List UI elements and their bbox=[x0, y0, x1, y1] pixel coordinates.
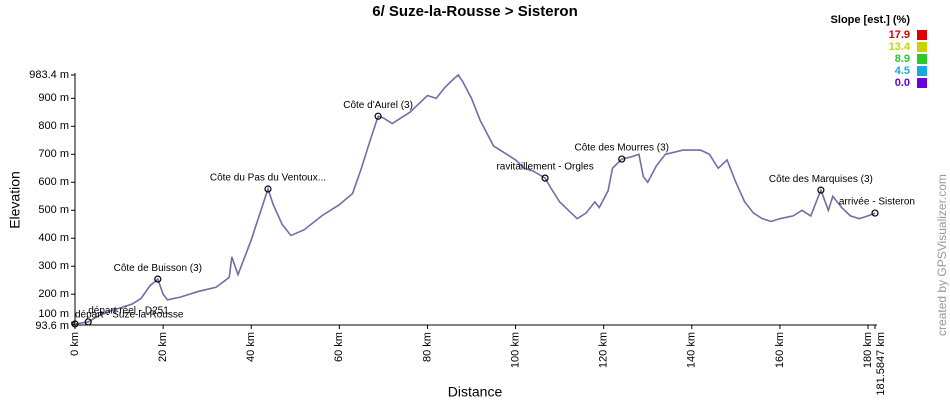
x-tick-label: 181.5847 km bbox=[875, 332, 887, 396]
legend-swatch bbox=[917, 66, 927, 76]
legend-swatch bbox=[917, 78, 927, 88]
waypoint bbox=[817, 186, 825, 194]
y-tick-label: 200 m bbox=[38, 288, 69, 300]
waypoint bbox=[154, 275, 162, 283]
x-tick-label: 120 km bbox=[598, 332, 610, 368]
waypoint-label: arrivée - Sisteron bbox=[839, 197, 915, 208]
watermark: created by GPSVisualizer.com bbox=[935, 174, 949, 336]
waypoint bbox=[871, 209, 879, 217]
y-tick-label: 600 m bbox=[38, 176, 69, 188]
waypoint-label: Côte d'Aurel (3) bbox=[343, 100, 413, 111]
waypoint-label: départ réel - D251 bbox=[88, 306, 169, 317]
y-tick-label: 900 m bbox=[38, 92, 69, 104]
waypoint-label: Côte des Marquises (3) bbox=[769, 174, 873, 185]
x-tick-label: 40 km bbox=[245, 332, 257, 362]
y-tick-label: 800 m bbox=[38, 120, 69, 132]
y-tick-label: 983.4 m bbox=[29, 69, 69, 81]
legend-value: 8.9 bbox=[895, 53, 910, 65]
waypoint bbox=[541, 174, 549, 182]
x-tick-label: 160 km bbox=[774, 332, 786, 368]
waypoint-label: Côte des Mourres (3) bbox=[574, 143, 668, 154]
y-tick-label: 100 m bbox=[38, 308, 69, 320]
legend-value: 4.5 bbox=[895, 65, 910, 77]
x-tick-label: 20 km bbox=[157, 332, 169, 362]
elevation-line bbox=[74, 73, 876, 325]
x-tick-label: 60 km bbox=[333, 332, 345, 362]
waypoint bbox=[84, 318, 92, 326]
chart-title: 6/ Suze-la-Rousse > Sisteron bbox=[372, 3, 577, 20]
y-tick-label: 93.6 m bbox=[35, 320, 69, 332]
y-tick-label: 500 m bbox=[38, 204, 69, 216]
x-tick-label: 80 km bbox=[421, 332, 433, 362]
legend-title: Slope [est.] (%) bbox=[831, 14, 911, 26]
waypoint bbox=[71, 320, 79, 328]
y-axis-label: Elevation bbox=[7, 171, 23, 229]
y-tick-label: 400 m bbox=[38, 232, 69, 244]
legend-value: 13.4 bbox=[889, 41, 911, 53]
x-tick-label: 0 km bbox=[69, 332, 81, 356]
legend-value: 0.0 bbox=[895, 77, 910, 89]
legend-swatch bbox=[917, 54, 927, 64]
y-tick-label: 700 m bbox=[38, 148, 69, 160]
x-tick-label: 180 km bbox=[862, 332, 874, 368]
x-tick-label: 100 km bbox=[509, 332, 521, 368]
waypoint-label: ravitaillement - Orgles bbox=[496, 162, 593, 173]
x-tick-label: 140 km bbox=[686, 332, 698, 368]
legend-swatch bbox=[917, 42, 927, 52]
legend-swatch bbox=[917, 30, 927, 40]
waypoint bbox=[618, 155, 626, 163]
waypoint bbox=[374, 112, 382, 120]
waypoint-label: Côte du Pas du Ventoux... bbox=[210, 173, 326, 184]
legend-value: 17.9 bbox=[889, 29, 910, 41]
waypoint-label: Côte de Buisson (3) bbox=[114, 263, 202, 274]
y-tick-label: 300 m bbox=[38, 260, 69, 272]
waypoint-label: départ - Suze-la-Rousse bbox=[75, 310, 184, 321]
x-axis-label: Distance bbox=[448, 384, 503, 400]
waypoint bbox=[264, 185, 272, 193]
